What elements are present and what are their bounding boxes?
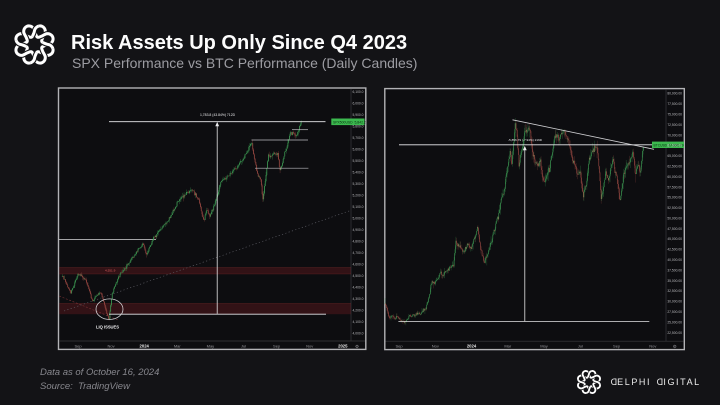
svg-text:5,900.0: 5,900.0 <box>353 113 364 117</box>
svg-text:72,500.00: 72,500.00 <box>667 123 682 127</box>
svg-text:45,000.00: 45,000.00 <box>667 237 682 241</box>
svg-text:75,000.00: 75,000.00 <box>667 113 682 117</box>
svg-text:Mar: Mar <box>174 344 182 349</box>
svg-text:Mar: Mar <box>504 344 512 349</box>
svg-text:25,000.00: 25,000.00 <box>667 320 682 324</box>
svg-text:50,000.00: 50,000.00 <box>667 217 682 221</box>
svg-text:4,700.0: 4,700.0 <box>353 251 364 255</box>
svg-text:77,500.00: 77,500.00 <box>667 102 682 106</box>
svg-text:BTCUSD 67,856.79: BTCUSD 67,856.79 <box>654 143 684 147</box>
svg-text:-5,856.79 (-7.94%) 216D: -5,856.79 (-7.94%) 216D <box>508 138 543 142</box>
svg-text:Jul: Jul <box>241 344 246 349</box>
svg-text:57,500.00: 57,500.00 <box>667 185 682 189</box>
svg-text:4,900.0: 4,900.0 <box>353 228 364 232</box>
svg-text:Sep: Sep <box>273 344 281 349</box>
svg-text:67,500.00: 67,500.00 <box>667 144 682 148</box>
svg-text:5,000.0: 5,000.0 <box>353 217 364 221</box>
svg-text:4,500.0: 4,500.0 <box>353 274 364 278</box>
svg-text:4,600.0: 4,600.0 <box>353 263 364 267</box>
svg-text:5,600.0: 5,600.0 <box>353 148 364 152</box>
svg-text:60,000.00: 60,000.00 <box>667 175 682 179</box>
svg-text:Nov: Nov <box>432 344 439 349</box>
svg-text:2024: 2024 <box>467 344 477 349</box>
svg-text:SPX500USD 5,842.2: SPX500USD 5,842.2 <box>333 120 366 124</box>
svg-text:37,500.00: 37,500.00 <box>667 268 682 272</box>
svg-text:80,000.00: 80,000.00 <box>667 92 682 96</box>
svg-text:52,500.00: 52,500.00 <box>667 206 682 210</box>
svg-text:70,000.00: 70,000.00 <box>667 133 682 137</box>
svg-text:LIQ ISSUES: LIQ ISSUES <box>96 325 119 330</box>
svg-text:4,551.9: 4,551.9 <box>105 268 116 272</box>
svg-text:62,500.00: 62,500.00 <box>667 165 682 169</box>
svg-text:5,400.0: 5,400.0 <box>353 171 364 175</box>
svg-text:27,500.00: 27,500.00 <box>667 310 682 314</box>
svg-text:4,800.0: 4,800.0 <box>353 240 364 244</box>
svg-text:35,000.00: 35,000.00 <box>667 279 682 283</box>
svg-text:32,500.00: 32,500.00 <box>667 289 682 293</box>
svg-text:Nov: Nov <box>649 344 656 349</box>
svg-text:Sep: Sep <box>613 344 621 349</box>
svg-text:5,300.0: 5,300.0 <box>353 182 364 186</box>
svg-text:Jul: Jul <box>578 344 583 349</box>
svg-text:1,783.8 (43.84%) 712D: 1,783.8 (43.84%) 712D <box>200 113 236 117</box>
svg-text:May: May <box>207 344 215 349</box>
svg-text:5,500.0: 5,500.0 <box>353 159 364 163</box>
svg-text:4,100.0: 4,100.0 <box>353 320 364 324</box>
svg-text:5,700.0: 5,700.0 <box>353 136 364 140</box>
svg-text:⚙: ⚙ <box>355 344 360 349</box>
svg-text:2024: 2024 <box>140 344 150 349</box>
svg-text:Sep: Sep <box>395 344 403 349</box>
svg-text:55,000.00: 55,000.00 <box>667 196 682 200</box>
svg-text:Sep: Sep <box>74 344 82 349</box>
svg-text:May: May <box>540 344 548 349</box>
svg-text:Nov: Nov <box>108 344 115 349</box>
svg-text:47,500.00: 47,500.00 <box>667 227 682 231</box>
svg-text:⚙: ⚙ <box>673 344 678 349</box>
svg-text:6,000.0: 6,000.0 <box>353 102 364 106</box>
svg-text:2025: 2025 <box>338 344 348 349</box>
svg-text:4,200.0: 4,200.0 <box>353 309 364 313</box>
svg-text:22,500.00: 22,500.00 <box>667 331 682 335</box>
svg-text:4,300.0: 4,300.0 <box>353 297 364 301</box>
svg-text:Nov: Nov <box>306 344 313 349</box>
svg-text:5,800.0: 5,800.0 <box>353 125 364 129</box>
svg-text:65,000.00: 65,000.00 <box>667 154 682 158</box>
svg-text:40,000.00: 40,000.00 <box>667 258 682 262</box>
svg-text:6,100.0: 6,100.0 <box>353 90 364 94</box>
svg-text:5,100.0: 5,100.0 <box>353 205 364 209</box>
svg-text:30,000.00: 30,000.00 <box>667 300 682 304</box>
svg-text:42,500.00: 42,500.00 <box>667 248 682 252</box>
svg-text:4,400.0: 4,400.0 <box>353 286 364 290</box>
svg-text:4,000.0: 4,000.0 <box>353 332 364 336</box>
svg-text:5,200.0: 5,200.0 <box>353 194 364 198</box>
